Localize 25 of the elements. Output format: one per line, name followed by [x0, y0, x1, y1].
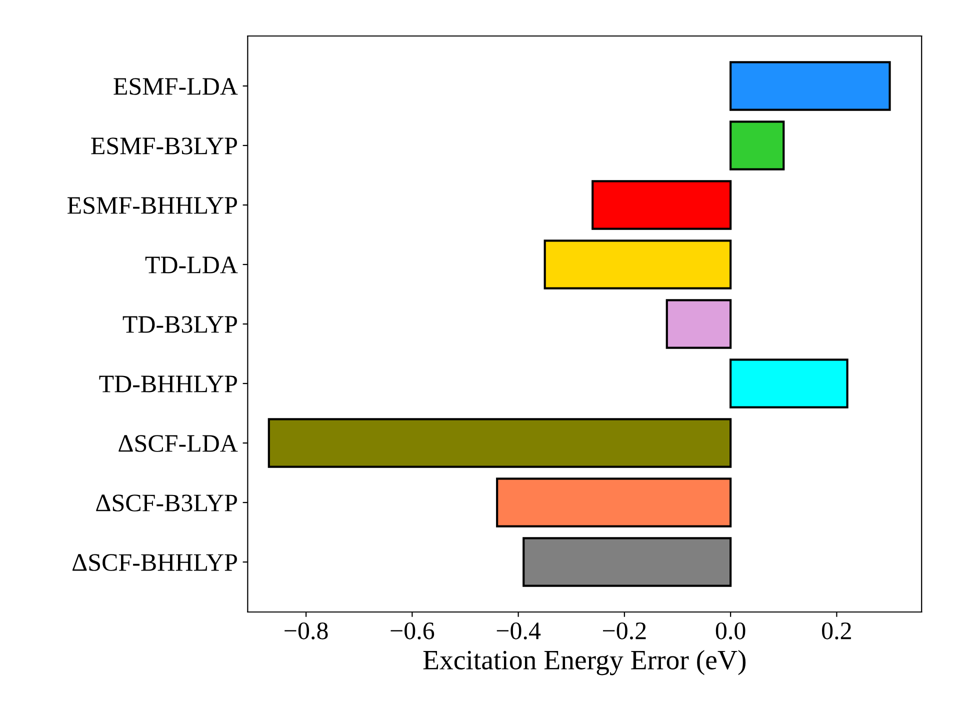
bar: [730, 358, 848, 408]
bar: [592, 180, 732, 230]
x-axis-title: Excitation Energy Error (eV): [423, 650, 746, 676]
y-tick-label: ΔSCF-B3LYP: [96, 494, 237, 512]
bar: [496, 478, 732, 528]
y-tick-label: TD-B3LYP: [122, 316, 237, 333]
x-tick-label: −0.2: [603, 622, 646, 640]
y-tick-label: ESMF-B3LYP: [91, 138, 237, 154]
x-tick-label: −0.6: [390, 622, 434, 640]
y-tick-label: TD-BHHLYP: [99, 376, 237, 392]
bar: [666, 299, 732, 349]
y-tick-label: TD-LDA: [145, 256, 238, 274]
y-tick-label: ΔSCF-LDA: [118, 435, 238, 452]
x-tick-label: −0.8: [284, 622, 328, 640]
bar: [522, 537, 732, 587]
bar: [544, 240, 732, 290]
y-tick-label: ESMF-BHHLYP: [68, 197, 237, 214]
y-tick-label: ESMF-LDA: [114, 78, 238, 95]
y-tick-label: ΔSCF-BHHLYP: [72, 554, 237, 571]
bar: [730, 61, 891, 111]
x-tick-label: 0.0: [716, 622, 746, 640]
x-tick-label: −0.4: [496, 622, 541, 640]
bar: [268, 418, 732, 468]
bar: [730, 120, 785, 170]
x-tick-label: 0.2: [822, 622, 851, 640]
